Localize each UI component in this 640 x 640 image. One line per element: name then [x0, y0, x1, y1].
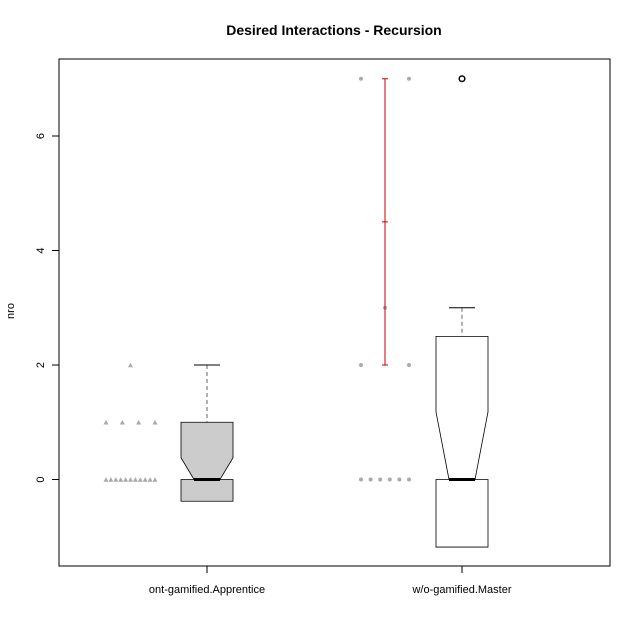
- data-point: [136, 419, 142, 425]
- y-tick-label: 2: [35, 362, 47, 368]
- chart-title: Desired Interactions - Recursion: [226, 22, 442, 38]
- data-point: [128, 477, 133, 482]
- x-tick-label: w/o-gamified.Master: [411, 584, 511, 596]
- data-point: [142, 477, 148, 482]
- data-point: [387, 477, 392, 482]
- data-point: [103, 477, 109, 482]
- data-point: [147, 477, 153, 482]
- y-axis-label: nro: [5, 303, 17, 319]
- data-point: [128, 362, 133, 368]
- data-point: [108, 477, 114, 482]
- data-point: [397, 477, 402, 482]
- data-point: [132, 477, 138, 482]
- data-point: [359, 76, 363, 81]
- data-point: [359, 477, 363, 482]
- y-tick-label: 4: [35, 247, 47, 253]
- box-lower: [180, 479, 234, 502]
- box-upper: [435, 335, 489, 480]
- x-tick-label: ont-gamified.Apprentice: [149, 584, 265, 596]
- data-point: [103, 419, 109, 425]
- data-point: [119, 419, 125, 425]
- y-tick-label: 0: [35, 476, 47, 482]
- plot-frame: [58, 58, 611, 567]
- y-tick-label: 6: [35, 133, 47, 139]
- data-point: [152, 419, 158, 425]
- data-point: [152, 477, 158, 482]
- data-point: [407, 363, 411, 367]
- box-upper: [180, 421, 234, 480]
- data-point: [118, 477, 124, 482]
- data-point: [123, 477, 129, 482]
- data-point: [407, 477, 411, 482]
- data-point: [368, 477, 373, 482]
- data-point: [113, 477, 119, 482]
- chart-marks: 0 2 4 6 ont-gamified.Apprentice w/o-gamified.…: [35, 75, 512, 596]
- data-point: [137, 477, 143, 482]
- box-lower: [435, 479, 489, 548]
- data-point: [407, 76, 411, 81]
- data-point: [378, 477, 383, 482]
- data-point: [359, 363, 363, 367]
- outlier-point: [458, 75, 466, 83]
